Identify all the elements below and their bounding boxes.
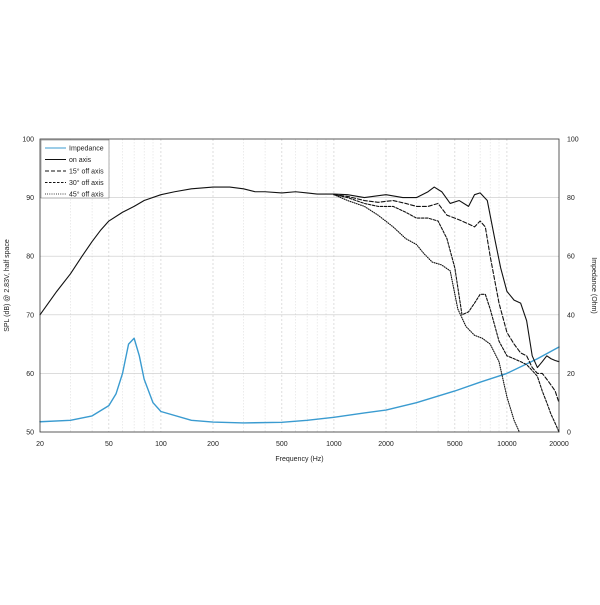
series-impedance <box>39 337 560 424</box>
y-tick-label-right: 80 <box>567 195 575 202</box>
tick-layer: 20 50 100 200 500 1000 2000 5000 10000 2000050607… <box>22 137 578 449</box>
y-tick-label-left: 50 <box>26 430 34 437</box>
legend-label: Impedance <box>69 146 104 153</box>
y-tick-label-left: 80 <box>26 254 34 261</box>
y-tick-label-left: 100 <box>22 137 34 144</box>
series-45-off-axis <box>333 194 520 433</box>
x-tick-label: 50 <box>105 441 113 448</box>
legend-label: 15° off axis <box>69 168 104 176</box>
x-tick-label: 20000 <box>549 441 569 448</box>
y-tick-label-right: 20 <box>567 371 575 378</box>
y-tick-label-left: 70 <box>26 312 34 319</box>
plot-frame <box>39 138 560 433</box>
x-tick-label: 2000 <box>378 441 394 448</box>
y-tick-label-left: 90 <box>26 195 34 202</box>
y-axis-label-left: SPL (dB) @ 2.83V, half space <box>4 239 11 332</box>
x-tick-label: 1000 <box>326 441 342 448</box>
x-tick-label: 20 <box>36 441 44 448</box>
y-tick-label-right: 60 <box>567 254 575 261</box>
series-30-off-axis <box>333 194 560 433</box>
legend-label: 45° off axis <box>69 191 104 199</box>
grid-layer <box>40 139 559 432</box>
series-layer <box>39 186 560 433</box>
y-tick-label-left: 60 <box>26 371 34 378</box>
y-axis-label-right: Impedance (Ohm) <box>590 257 597 313</box>
legend-box <box>40 139 110 199</box>
x-axis-label: Frequency (Hz) <box>275 456 323 463</box>
x-tick-label: 200 <box>207 441 219 448</box>
y-tick-label-right: 40 <box>567 312 575 319</box>
y-tick-label-right: 100 <box>567 137 579 144</box>
y-tick-label-right: 0 <box>567 430 571 437</box>
x-tick-label: 5000 <box>447 441 463 448</box>
series-15-off-axis <box>333 194 560 404</box>
x-tick-label: 500 <box>276 441 288 448</box>
series-on-axis <box>39 186 560 369</box>
legend-label: on axis <box>69 157 92 164</box>
x-tick-label: 100 <box>155 441 167 448</box>
x-tick-label: 10000 <box>497 441 517 448</box>
legend: Impedance on axis 15° off axis 30° off axis… <box>40 139 110 199</box>
legend-label: 30° off axis <box>69 179 104 187</box>
